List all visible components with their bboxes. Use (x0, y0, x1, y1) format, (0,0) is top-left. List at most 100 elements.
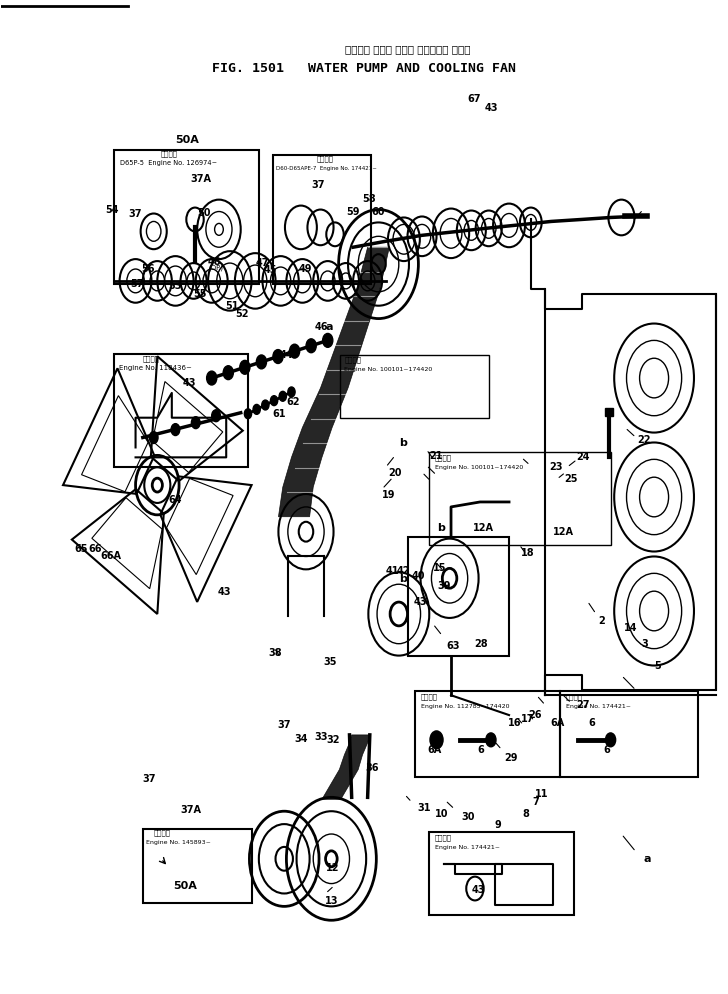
Text: 25: 25 (564, 474, 577, 484)
Circle shape (306, 339, 316, 353)
Text: 23: 23 (550, 462, 563, 472)
Text: 34: 34 (294, 734, 308, 744)
Circle shape (262, 400, 269, 410)
Text: 43: 43 (218, 587, 231, 597)
Text: 66A: 66A (100, 552, 122, 562)
Text: 9: 9 (494, 820, 502, 830)
Text: 50: 50 (197, 208, 210, 218)
Text: 26: 26 (528, 710, 542, 720)
Text: 37A: 37A (181, 805, 202, 815)
Text: a: a (325, 321, 333, 332)
Circle shape (270, 396, 277, 406)
Circle shape (279, 392, 286, 402)
Text: 29: 29 (504, 752, 518, 762)
Text: 36: 36 (365, 762, 379, 772)
Text: 7: 7 (532, 797, 539, 807)
Text: 10: 10 (435, 809, 448, 819)
Text: 13: 13 (325, 897, 339, 907)
Text: 適用号範: 適用号範 (435, 834, 452, 841)
Text: D60-D65APE-7  Engine No. 174421~: D60-D65APE-7 Engine No. 174421~ (275, 166, 376, 171)
Circle shape (253, 405, 261, 414)
Text: b: b (438, 523, 445, 533)
Text: 45: 45 (264, 265, 277, 275)
Text: 適用号範: 適用号範 (154, 829, 170, 836)
Polygon shape (278, 248, 389, 517)
Text: 6A: 6A (428, 745, 442, 754)
Text: 54: 54 (105, 205, 119, 215)
Text: Engine No. 112785~174420: Engine No. 112785~174420 (421, 704, 509, 709)
Text: 2: 2 (598, 616, 605, 626)
Text: 37: 37 (143, 773, 157, 783)
Text: ウォータ ポンプ および クーリング ファン: ウォータ ポンプ および クーリング ファン (345, 44, 470, 54)
Text: 65: 65 (74, 544, 87, 554)
Text: 50A: 50A (173, 881, 197, 891)
Text: 30: 30 (461, 812, 475, 822)
Text: 27: 27 (577, 700, 590, 710)
Circle shape (191, 416, 200, 428)
Text: FIG. 1501   WATER PUMP AND COOLING FAN: FIG. 1501 WATER PUMP AND COOLING FAN (212, 63, 516, 76)
Text: 43: 43 (183, 378, 196, 388)
Text: 11: 11 (535, 789, 549, 799)
Text: 6: 6 (589, 718, 596, 728)
Text: 5: 5 (654, 660, 661, 671)
Text: 37A: 37A (190, 174, 211, 184)
Text: 41: 41 (386, 567, 399, 577)
Text: b: b (399, 575, 407, 584)
Text: 51: 51 (225, 301, 238, 311)
Text: 適用号範: 適用号範 (566, 693, 582, 700)
Text: 43: 43 (485, 103, 499, 113)
Text: 適用号範: 適用号範 (161, 150, 178, 157)
Text: 38: 38 (269, 648, 282, 658)
Text: 20: 20 (388, 468, 401, 478)
Text: 33: 33 (314, 732, 328, 742)
Text: 46: 46 (314, 321, 328, 332)
Text: 適用号範: 適用号範 (317, 155, 334, 162)
Text: 66: 66 (88, 544, 102, 554)
Circle shape (256, 355, 266, 369)
Text: 37: 37 (311, 180, 325, 190)
Text: b: b (400, 438, 408, 448)
Text: 適用号範: 適用号範 (344, 356, 361, 363)
Text: 適用号範: 適用号範 (143, 355, 160, 362)
Text: 43: 43 (471, 886, 485, 896)
Text: 48: 48 (208, 257, 222, 267)
Circle shape (245, 409, 252, 418)
Circle shape (207, 371, 217, 385)
Circle shape (149, 431, 158, 443)
Text: 12A: 12A (472, 523, 494, 533)
Text: 37: 37 (277, 720, 290, 730)
Text: 61: 61 (272, 409, 285, 418)
Text: 40: 40 (412, 572, 425, 581)
Circle shape (323, 333, 333, 347)
Text: Engine No. 100101~174420: Engine No. 100101~174420 (344, 367, 432, 372)
Text: 18: 18 (521, 548, 535, 558)
Circle shape (171, 423, 180, 435)
Text: 60: 60 (371, 207, 385, 217)
Circle shape (430, 731, 443, 748)
Text: 適用号範: 適用号範 (435, 454, 452, 461)
Text: 49: 49 (298, 264, 312, 274)
Text: Engine No. 174421~: Engine No. 174421~ (435, 845, 500, 850)
Text: 63: 63 (447, 641, 460, 651)
Text: 19: 19 (382, 490, 395, 500)
Text: 35: 35 (323, 657, 337, 667)
Text: 21: 21 (430, 451, 443, 461)
Text: 6: 6 (478, 745, 485, 754)
Text: 52: 52 (235, 308, 248, 319)
Circle shape (486, 733, 496, 746)
Circle shape (212, 410, 221, 421)
Text: 67: 67 (467, 93, 481, 103)
Text: 16: 16 (507, 718, 521, 728)
Text: 14: 14 (624, 623, 637, 633)
Text: 47: 47 (256, 258, 269, 268)
Text: 62: 62 (286, 397, 300, 407)
Text: 22: 22 (638, 434, 651, 444)
Text: 8: 8 (522, 809, 529, 819)
Text: 24: 24 (577, 452, 590, 462)
Text: Engine No. 174421~: Engine No. 174421~ (566, 704, 630, 709)
Text: 58: 58 (362, 194, 376, 204)
Text: Engine No. 118436~: Engine No. 118436~ (119, 365, 191, 371)
Text: 59: 59 (347, 207, 360, 217)
Text: a: a (644, 854, 651, 864)
Text: 55: 55 (194, 289, 207, 299)
